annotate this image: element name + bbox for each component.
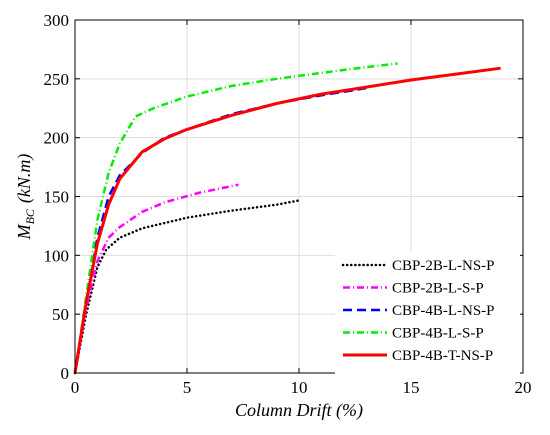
y-tick-label: 0 — [61, 364, 70, 383]
y-axis-title-unit: (kN.m) — [14, 154, 35, 203]
series-line-cbp-4b-t-ns-p — [73, 66, 501, 374]
y-tick-label: 150 — [44, 188, 70, 207]
legend-box — [335, 251, 520, 374]
y-tick-label: 300 — [44, 11, 70, 30]
legend-label-cbp-4b-t-ns-p: CBP-4B-T-NS-P — [392, 348, 493, 364]
series-line-cbp-2b-l-ns-p — [73, 198, 303, 375]
x-axis-title: Column Drift (%) — [235, 400, 363, 421]
y-tick-label: 200 — [44, 129, 70, 148]
series-lines — [73, 62, 501, 375]
legend: CBP-2B-L-NS-P CBP-2B-L-S-P CBP-4B-L-NS-P CB… — [335, 251, 520, 374]
y-axis-title: MBC (kN.m) — [14, 154, 37, 241]
x-tick-label: 20 — [515, 378, 532, 397]
series-line-cbp-4b-l-ns-p — [73, 86, 367, 374]
y-tick-label: 50 — [52, 305, 69, 324]
series-line-cbp-4b-l-s-p — [73, 62, 398, 374]
x-tick-label: 5 — [183, 378, 192, 397]
y-axis-title-sub: BC — [23, 208, 37, 224]
legend-label-cbp-4b-l-ns-p: CBP-4B-L-NS-P — [392, 303, 495, 319]
y-tick-label: 100 — [44, 246, 70, 265]
y-axis-title-main: M — [14, 223, 34, 240]
legend-label-cbp-2b-l-s-p: CBP-2B-L-S-P — [392, 281, 484, 297]
y-tick-label: 250 — [44, 70, 70, 89]
x-tick-label: 10 — [291, 378, 308, 397]
series-line-cbp-2b-l-s-p — [73, 183, 239, 374]
legend-label-cbp-4b-l-s-p: CBP-4B-L-S-P — [392, 326, 484, 342]
x-tick-label: 15 — [403, 378, 420, 397]
legend-label-cbp-2b-l-ns-p: CBP-2B-L-NS-P — [392, 258, 495, 274]
x-tick-label: 0 — [71, 378, 80, 397]
